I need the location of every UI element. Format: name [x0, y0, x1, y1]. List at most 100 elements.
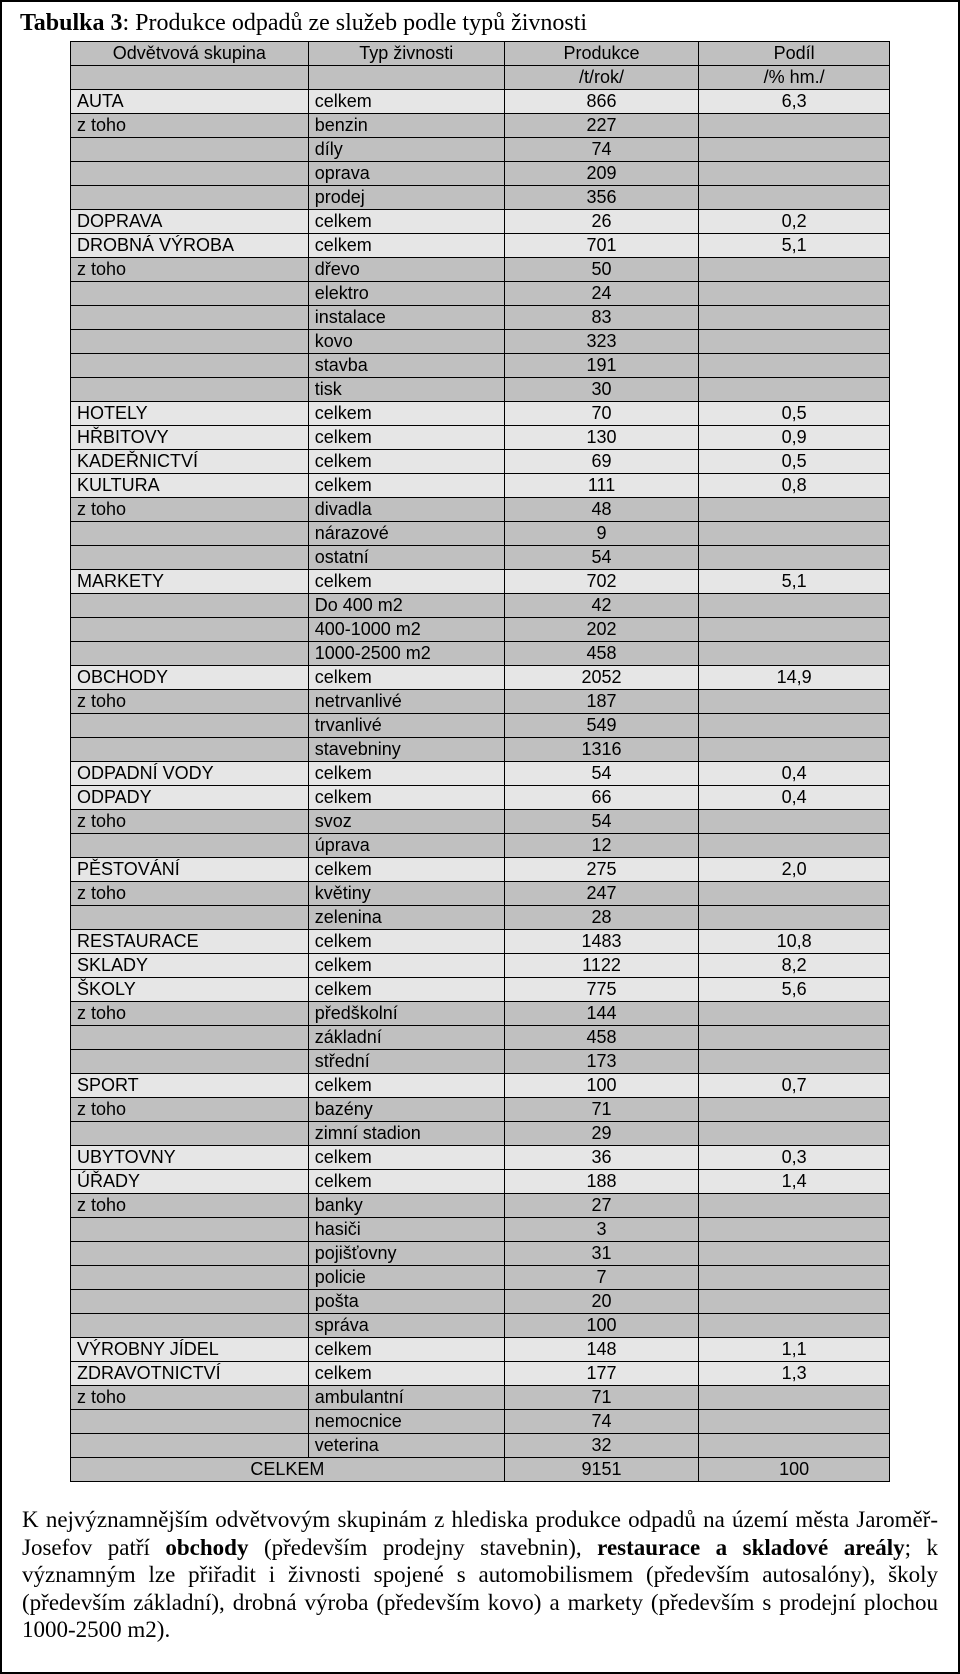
cell: 130: [504, 426, 699, 450]
cell: divadla: [308, 498, 504, 522]
cell: celkem: [308, 402, 504, 426]
cell: [71, 738, 309, 762]
cell: 29: [504, 1122, 699, 1146]
cell: PĚSTOVÁNÍ: [71, 858, 309, 882]
cell: zimní stadion: [308, 1122, 504, 1146]
cell: DOPRAVA: [71, 210, 309, 234]
cell: 209: [504, 162, 699, 186]
cell: [71, 138, 309, 162]
cell: [699, 1290, 890, 1314]
cell: [699, 594, 890, 618]
cell: ZDRAVOTNICTVÍ: [71, 1362, 309, 1386]
table-row: kovo323: [71, 330, 890, 354]
table-row: z tohonetrvanlivé187: [71, 690, 890, 714]
cell: pojišťovny: [308, 1242, 504, 1266]
cell: úprava: [308, 834, 504, 858]
cell: stavba: [308, 354, 504, 378]
table-row: OBCHODYcelkem205214,9: [71, 666, 890, 690]
table-row: ostatní54: [71, 546, 890, 570]
cell: DROBNÁ VÝROBA: [71, 234, 309, 258]
cell: 247: [504, 882, 699, 906]
cell: elektro: [308, 282, 504, 306]
cell: [699, 354, 890, 378]
cell: 9: [504, 522, 699, 546]
cell: [71, 1410, 309, 1434]
cell: [699, 882, 890, 906]
cell: základní: [308, 1026, 504, 1050]
table-row: Do 400 m242: [71, 594, 890, 618]
cell: správa: [308, 1314, 504, 1338]
cell: 1,4: [699, 1170, 890, 1194]
cell: oprava: [308, 162, 504, 186]
cell: celkem: [308, 930, 504, 954]
cell: 187: [504, 690, 699, 714]
cell: [699, 834, 890, 858]
table-row: správa100: [71, 1314, 890, 1338]
cell: veterina: [308, 1434, 504, 1458]
cell: [71, 1434, 309, 1458]
cell: [699, 642, 890, 666]
cell: KADEŘNICTVÍ: [71, 450, 309, 474]
cell: 702: [504, 570, 699, 594]
cell: nemocnice: [308, 1410, 504, 1434]
cell: netrvanlivé: [308, 690, 504, 714]
cell: benzin: [308, 114, 504, 138]
cell: UBYTOVNY: [71, 1146, 309, 1170]
cell: 24: [504, 282, 699, 306]
cell: AUTA: [71, 90, 309, 114]
cell: celkem: [308, 90, 504, 114]
cell: z toho: [71, 1098, 309, 1122]
cell: [71, 546, 309, 570]
empty-cell: [308, 66, 504, 90]
cell: květiny: [308, 882, 504, 906]
cell: 144: [504, 1002, 699, 1026]
table-row: 400-1000 m2202: [71, 618, 890, 642]
para-bold: obchody: [165, 1535, 248, 1560]
cell: 0,7: [699, 1074, 890, 1098]
table-row: HŘBITOVYcelkem1300,9: [71, 426, 890, 450]
cell: [699, 714, 890, 738]
cell: [699, 1410, 890, 1434]
cell: 177: [504, 1362, 699, 1386]
cell: 549: [504, 714, 699, 738]
cell: celkem: [308, 570, 504, 594]
total-podil: 100: [699, 1458, 890, 1482]
cell: zelenina: [308, 906, 504, 930]
cell: KULTURA: [71, 474, 309, 498]
cell: 30: [504, 378, 699, 402]
cell: tisk: [308, 378, 504, 402]
table-row: DROBNÁ VÝROBAcelkem7015,1: [71, 234, 890, 258]
cell: [699, 162, 890, 186]
total-label: CELKEM: [71, 1458, 505, 1482]
cell: z toho: [71, 1386, 309, 1410]
table-row: nemocnice74: [71, 1410, 890, 1434]
title-rest: : Produkce odpadů ze služeb podle typů ž…: [123, 10, 588, 36]
cell: [699, 186, 890, 210]
table-row: stavebniny1316: [71, 738, 890, 762]
cell: celkem: [308, 426, 504, 450]
cell: [71, 594, 309, 618]
cell: 866: [504, 90, 699, 114]
table-row: z tohobenzin227: [71, 114, 890, 138]
cell: celkem: [308, 1146, 504, 1170]
cell: [71, 522, 309, 546]
cell: [71, 378, 309, 402]
cell: [71, 834, 309, 858]
table-row: z tohobanky27: [71, 1194, 890, 1218]
table-row: prodej356: [71, 186, 890, 210]
cell: 202: [504, 618, 699, 642]
table-row: střední173: [71, 1050, 890, 1074]
cell: bazény: [308, 1098, 504, 1122]
table-row: MARKETYcelkem7025,1: [71, 570, 890, 594]
table-row: AUTAcelkem8666,3: [71, 90, 890, 114]
cell: celkem: [308, 954, 504, 978]
cell: 1000-2500 m2: [308, 642, 504, 666]
table-row: VÝROBNY JÍDELcelkem1481,1: [71, 1338, 890, 1362]
cell: 8,2: [699, 954, 890, 978]
cell: [699, 738, 890, 762]
cell: 27: [504, 1194, 699, 1218]
cell: [699, 378, 890, 402]
cell: celkem: [308, 1362, 504, 1386]
cell: celkem: [308, 210, 504, 234]
cell: instalace: [308, 306, 504, 330]
